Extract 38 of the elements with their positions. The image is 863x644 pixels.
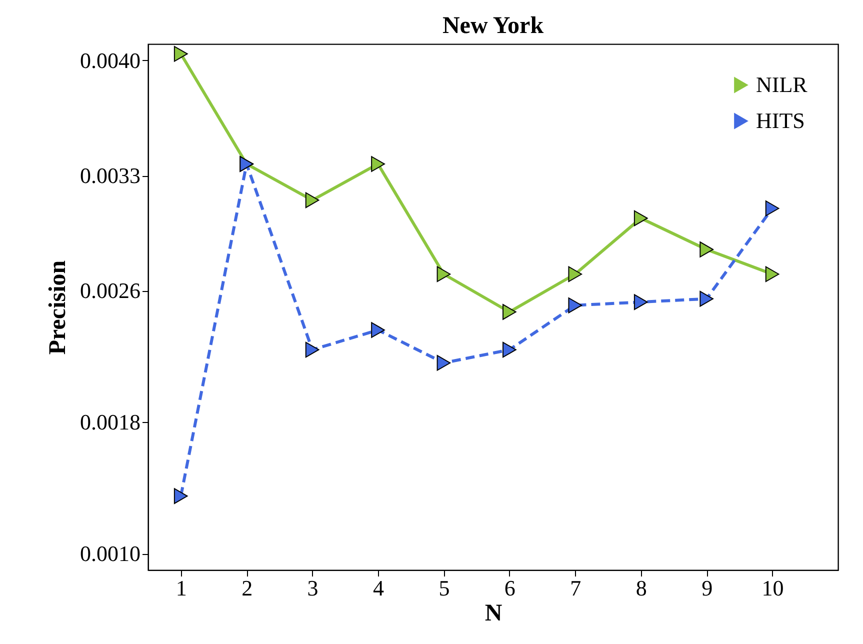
point	[634, 294, 648, 310]
point	[436, 266, 451, 282]
point	[634, 210, 648, 226]
point	[305, 342, 320, 358]
legend-label: NILR	[756, 72, 808, 97]
y-tick-label: 0.0033	[80, 163, 140, 188]
x-tick-label: 2	[242, 576, 253, 600]
y-axis-title: Precision	[45, 260, 71, 355]
legend-label: HITS	[756, 108, 805, 133]
point	[371, 156, 385, 172]
point	[502, 342, 516, 358]
chart-title: New York	[442, 13, 544, 39]
point	[174, 46, 188, 62]
x-tick-label: 5	[438, 576, 450, 600]
point	[502, 304, 516, 320]
point	[568, 297, 582, 314]
x-tick-label: 1	[176, 576, 187, 600]
x-tick-label: 6	[504, 576, 516, 600]
x-tick-label: 7	[570, 576, 582, 600]
x-tick-label: 4	[373, 576, 384, 600]
point	[305, 192, 320, 208]
point	[765, 266, 780, 282]
point	[765, 200, 780, 216]
x-tick-label: 9	[702, 576, 713, 600]
x-axis-title: N	[484, 600, 503, 626]
point	[371, 322, 385, 338]
y-tick-label: 0.0018	[80, 410, 140, 435]
point	[700, 290, 714, 307]
x-tick-label: 8	[636, 576, 647, 600]
y-tick-label: 0.0026	[80, 278, 140, 304]
point	[436, 354, 451, 371]
point	[174, 488, 188, 504]
x-tick-label: 10	[762, 576, 784, 600]
x-tick-label: 3	[307, 576, 318, 600]
point	[568, 266, 582, 282]
y-tick-label: 0.0040	[80, 48, 140, 73]
point	[700, 242, 714, 258]
y-tick-label: 0.0010	[80, 541, 140, 566]
